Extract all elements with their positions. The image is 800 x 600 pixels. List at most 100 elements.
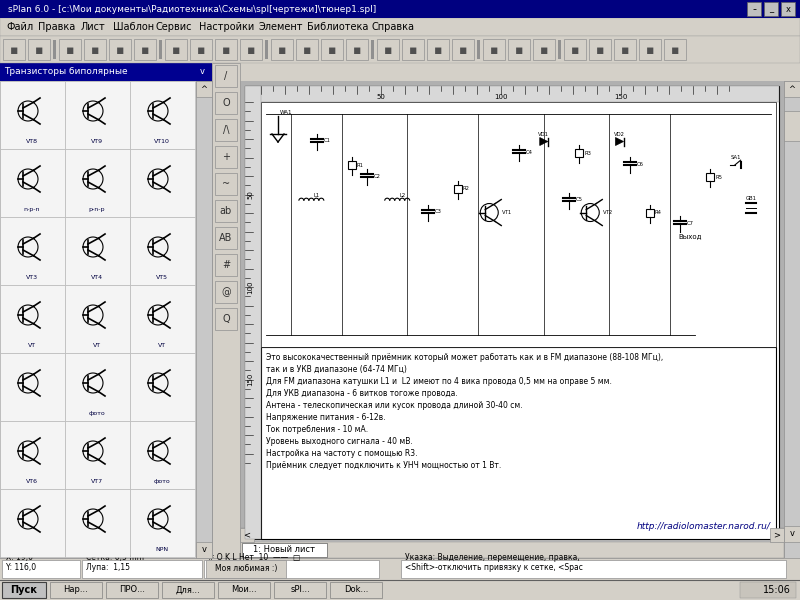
Text: VT10: VT10 — [154, 139, 170, 144]
Bar — [639, 39, 661, 60]
Bar — [0, 63, 212, 81]
Bar — [215, 254, 237, 276]
Text: ▪: ▪ — [197, 43, 206, 56]
Text: Настройки: Настройки — [199, 22, 254, 32]
Bar — [589, 39, 611, 60]
Text: VT7: VT7 — [91, 479, 103, 484]
Text: ▪: ▪ — [222, 43, 230, 56]
Text: C3: C3 — [434, 209, 442, 214]
Bar — [215, 119, 237, 141]
Text: VD2: VD2 — [614, 132, 625, 137]
Text: 1: Новый лист: 1: Новый лист — [253, 545, 315, 554]
Text: <: < — [243, 530, 250, 539]
Bar — [296, 39, 318, 60]
Bar — [564, 39, 586, 60]
Bar — [274, 582, 326, 598]
Bar — [240, 528, 254, 542]
Bar — [204, 560, 379, 578]
Text: VT6: VT6 — [26, 479, 38, 484]
Text: фото: фото — [154, 479, 170, 484]
Bar — [261, 347, 776, 539]
Text: 15:06: 15:06 — [763, 585, 791, 595]
Text: 100: 100 — [247, 280, 253, 294]
Text: <Shift>-отключить привязку к сетке, <Spac: <Shift>-отключить привязку к сетке, <Spa… — [405, 563, 583, 572]
Bar — [784, 81, 800, 558]
Bar — [0, 36, 800, 63]
Text: Лист: Лист — [81, 22, 106, 32]
Bar — [190, 39, 212, 60]
Bar — [764, 2, 778, 16]
Text: sPlan 6.0 - [c:\Мои документы\Радиотехника\Схемы\spl[чертежи]\тюнер1.spl]: sPlan 6.0 - [c:\Мои документы\Радиотехни… — [8, 4, 376, 13]
Bar — [508, 39, 530, 60]
Text: NPN: NPN — [155, 547, 169, 552]
Text: ▪: ▪ — [90, 43, 99, 56]
Text: ▪: ▪ — [490, 43, 498, 56]
Text: +: + — [222, 152, 230, 162]
Text: ▪: ▪ — [10, 43, 18, 56]
Bar — [706, 173, 714, 181]
Text: ▪: ▪ — [646, 43, 654, 56]
Text: Это высококачественный приёмник который может работать как и в FM диапазоне (88-: Это высококачественный приёмник который … — [266, 353, 663, 362]
Bar — [646, 209, 654, 217]
Text: Y: 116,0: Y: 116,0 — [6, 563, 36, 572]
Bar — [130, 489, 195, 557]
Text: VT: VT — [28, 343, 36, 348]
Bar — [82, 560, 202, 578]
Text: R2: R2 — [463, 187, 470, 191]
Text: R5: R5 — [715, 175, 722, 179]
Bar — [162, 582, 214, 598]
Text: _: _ — [769, 4, 773, 13]
Bar — [483, 39, 505, 60]
Bar — [215, 92, 237, 114]
Text: Транзисторы биполярные: Транзисторы биполярные — [4, 67, 128, 76]
Text: VT: VT — [158, 343, 166, 348]
Bar — [215, 281, 237, 303]
Bar — [65, 81, 130, 149]
Text: ab: ab — [220, 206, 232, 216]
Text: R3: R3 — [584, 151, 591, 156]
Text: ▪: ▪ — [172, 43, 180, 56]
Bar — [28, 39, 50, 60]
Bar — [65, 421, 130, 489]
Text: ▪: ▪ — [328, 43, 336, 56]
Text: L2: L2 — [399, 193, 406, 198]
Bar — [454, 185, 462, 193]
Bar — [0, 285, 65, 353]
Bar — [215, 308, 237, 330]
Bar — [65, 353, 130, 421]
Bar — [477, 40, 480, 59]
Text: sPl...: sPl... — [290, 586, 310, 595]
Text: фото: фото — [89, 411, 106, 416]
Bar — [401, 560, 786, 578]
Bar — [0, 149, 65, 217]
Bar — [0, 0, 800, 18]
Text: ~: ~ — [222, 179, 230, 189]
Bar — [215, 227, 237, 249]
Bar — [106, 582, 158, 598]
Text: C1: C1 — [323, 138, 330, 143]
Bar — [53, 40, 56, 59]
Text: AB: AB — [219, 233, 233, 243]
Text: VT1: VT1 — [502, 210, 513, 215]
Text: SA1: SA1 — [730, 155, 741, 160]
Bar — [109, 39, 131, 60]
Bar — [196, 81, 212, 558]
Text: GB1: GB1 — [746, 196, 756, 201]
Bar — [265, 40, 268, 59]
Text: X: 19,0: X: 19,0 — [6, 553, 33, 562]
Text: Мои...: Мои... — [231, 586, 257, 595]
Text: ▪: ▪ — [540, 43, 548, 56]
Text: Q: Q — [222, 314, 230, 324]
Bar — [130, 217, 195, 285]
Text: L1: L1 — [314, 193, 320, 198]
Text: ▪: ▪ — [278, 43, 286, 56]
Bar — [0, 580, 800, 600]
Bar — [130, 285, 195, 353]
Bar — [130, 149, 195, 217]
Bar — [0, 81, 65, 149]
Text: /: / — [224, 71, 228, 81]
Bar — [206, 560, 286, 578]
Text: Моя любимая :): Моя любимая :) — [215, 565, 277, 574]
Bar — [740, 582, 796, 598]
Bar — [402, 39, 424, 60]
